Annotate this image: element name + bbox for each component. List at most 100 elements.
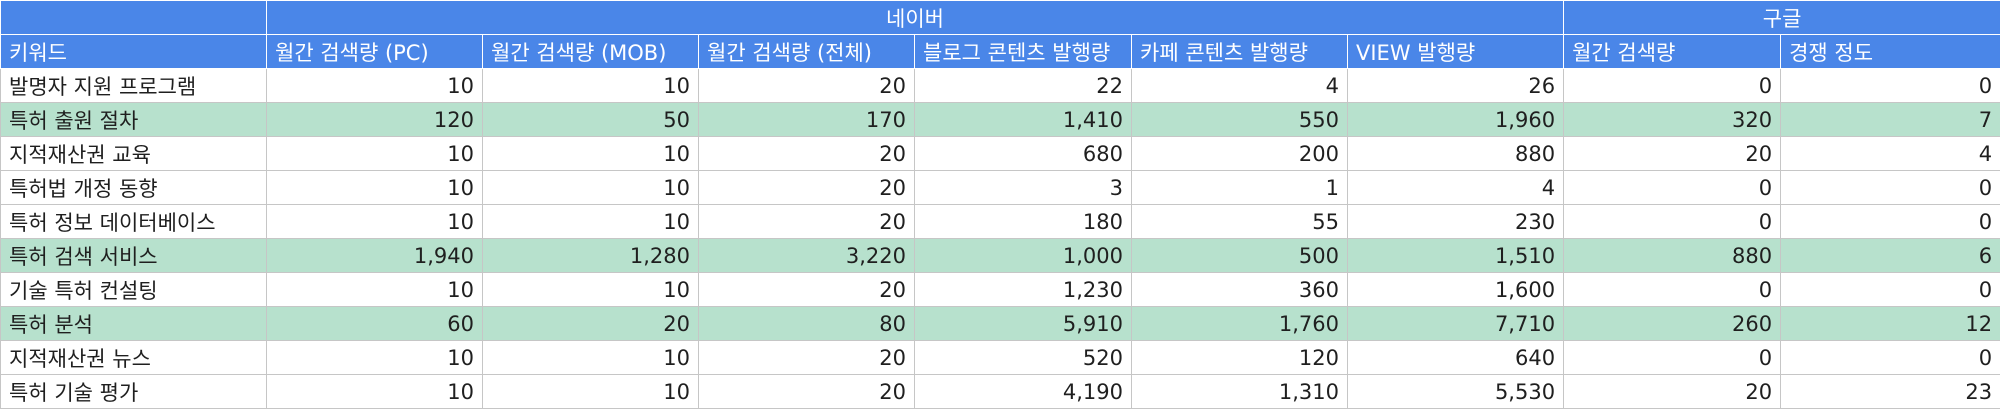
naver-mob-cell[interactable]: 20 xyxy=(482,306,699,341)
cafe-posts-cell[interactable]: 120 xyxy=(1131,340,1348,375)
google-volume-cell[interactable]: 0 xyxy=(1563,68,1782,103)
competition-cell[interactable]: 12 xyxy=(1780,306,2000,341)
naver-total-cell[interactable]: 20 xyxy=(698,272,915,307)
google-volume-cell[interactable]: 260 xyxy=(1563,306,1782,341)
competition-cell[interactable]: 0 xyxy=(1780,68,2000,103)
naver-total-cell[interactable]: 80 xyxy=(698,306,915,341)
view-posts-cell[interactable]: 4 xyxy=(1346,170,1565,205)
naver-pc-cell[interactable]: 10 xyxy=(266,204,483,239)
view-posts-cell[interactable]: 7,710 xyxy=(1346,306,1565,341)
naver-mob-cell[interactable]: 1,280 xyxy=(482,238,699,273)
view-posts-cell[interactable]: 640 xyxy=(1346,340,1565,375)
google-volume-cell[interactable]: 880 xyxy=(1563,238,1782,273)
google-volume-cell[interactable]: 20 xyxy=(1563,374,1782,409)
view-posts-cell[interactable]: 880 xyxy=(1346,136,1565,171)
blog-posts-cell[interactable]: 5,910 xyxy=(914,306,1132,341)
cafe-posts-cell[interactable]: 4 xyxy=(1131,68,1348,103)
column-header-naver-pc[interactable]: 월간 검색량 (PC) xyxy=(266,34,483,69)
naver-pc-cell[interactable]: 10 xyxy=(266,68,483,103)
view-posts-cell[interactable]: 26 xyxy=(1346,68,1565,103)
competition-cell[interactable]: 0 xyxy=(1780,204,2000,239)
column-header-competition[interactable]: 경쟁 정도 xyxy=(1780,34,2000,69)
cafe-posts-cell[interactable]: 500 xyxy=(1131,238,1348,273)
blog-posts-cell[interactable]: 22 xyxy=(914,68,1132,103)
group-header-google[interactable]: 구글 xyxy=(1563,0,2000,35)
naver-pc-cell[interactable]: 10 xyxy=(266,170,483,205)
competition-cell[interactable]: 0 xyxy=(1780,340,2000,375)
naver-total-cell[interactable]: 3,220 xyxy=(698,238,915,273)
naver-mob-cell[interactable]: 10 xyxy=(482,374,699,409)
google-volume-cell[interactable]: 20 xyxy=(1563,136,1782,171)
competition-cell[interactable]: 4 xyxy=(1780,136,2000,171)
cafe-posts-cell[interactable]: 360 xyxy=(1131,272,1348,307)
view-posts-cell[interactable]: 5,530 xyxy=(1346,374,1565,409)
competition-cell[interactable]: 7 xyxy=(1780,102,2000,137)
naver-pc-cell[interactable]: 1,940 xyxy=(266,238,483,273)
naver-mob-cell[interactable]: 10 xyxy=(482,204,699,239)
google-volume-cell[interactable]: 320 xyxy=(1563,102,1782,137)
column-header-blog-posts[interactable]: 블로그 콘텐츠 발행량 xyxy=(914,34,1132,69)
blog-posts-cell[interactable]: 4,190 xyxy=(914,374,1132,409)
naver-mob-cell[interactable]: 10 xyxy=(482,272,699,307)
google-volume-cell[interactable]: 0 xyxy=(1563,340,1782,375)
blog-posts-cell[interactable]: 1,230 xyxy=(914,272,1132,307)
view-posts-cell[interactable]: 1,510 xyxy=(1346,238,1565,273)
keyword-cell[interactable]: 특허법 개정 동향 xyxy=(0,170,267,205)
competition-cell[interactable]: 23 xyxy=(1780,374,2000,409)
keyword-cell[interactable]: 기술 특허 컨설팅 xyxy=(0,272,267,307)
column-header-google-volume[interactable]: 월간 검색량 xyxy=(1563,34,1782,69)
cafe-posts-cell[interactable]: 200 xyxy=(1131,136,1348,171)
cafe-posts-cell[interactable]: 1 xyxy=(1131,170,1348,205)
naver-total-cell[interactable]: 20 xyxy=(698,136,915,171)
naver-total-cell[interactable]: 20 xyxy=(698,340,915,375)
google-volume-cell[interactable]: 0 xyxy=(1563,204,1782,239)
competition-cell[interactable]: 0 xyxy=(1780,170,2000,205)
blog-posts-cell[interactable]: 180 xyxy=(914,204,1132,239)
blog-posts-cell[interactable]: 1,000 xyxy=(914,238,1132,273)
keyword-cell[interactable]: 지적재산권 교육 xyxy=(0,136,267,171)
keyword-cell[interactable]: 특허 기술 평가 xyxy=(0,374,267,409)
naver-mob-cell[interactable]: 10 xyxy=(482,340,699,375)
competition-cell[interactable]: 0 xyxy=(1780,272,2000,307)
naver-pc-cell[interactable]: 10 xyxy=(266,272,483,307)
naver-mob-cell[interactable]: 10 xyxy=(482,136,699,171)
blog-posts-cell[interactable]: 680 xyxy=(914,136,1132,171)
column-header-naver-total[interactable]: 월간 검색량 (전체) xyxy=(698,34,915,69)
keyword-cell[interactable]: 특허 분석 xyxy=(0,306,267,341)
keyword-cell[interactable]: 특허 정보 데이터베이스 xyxy=(0,204,267,239)
blog-posts-cell[interactable]: 3 xyxy=(914,170,1132,205)
view-posts-cell[interactable]: 230 xyxy=(1346,204,1565,239)
column-header-naver-mob[interactable]: 월간 검색량 (MOB) xyxy=(482,34,699,69)
column-header-keyword[interactable]: 키워드 xyxy=(0,34,267,69)
cafe-posts-cell[interactable]: 1,760 xyxy=(1131,306,1348,341)
naver-mob-cell[interactable]: 50 xyxy=(482,102,699,137)
cafe-posts-cell[interactable]: 550 xyxy=(1131,102,1348,137)
naver-total-cell[interactable]: 20 xyxy=(698,374,915,409)
keyword-cell[interactable]: 특허 출원 절차 xyxy=(0,102,267,137)
google-volume-cell[interactable]: 0 xyxy=(1563,170,1782,205)
naver-pc-cell[interactable]: 120 xyxy=(266,102,483,137)
naver-mob-cell[interactable]: 10 xyxy=(482,68,699,103)
google-volume-cell[interactable]: 0 xyxy=(1563,272,1782,307)
keyword-cell[interactable]: 특허 검색 서비스 xyxy=(0,238,267,273)
cafe-posts-cell[interactable]: 55 xyxy=(1131,204,1348,239)
naver-pc-cell[interactable]: 10 xyxy=(266,136,483,171)
cafe-posts-cell[interactable]: 1,310 xyxy=(1131,374,1348,409)
naver-mob-cell[interactable]: 10 xyxy=(482,170,699,205)
view-posts-cell[interactable]: 1,960 xyxy=(1346,102,1565,137)
naver-total-cell[interactable]: 20 xyxy=(698,68,915,103)
naver-total-cell[interactable]: 20 xyxy=(698,170,915,205)
column-header-cafe-posts[interactable]: 카페 콘텐츠 발행량 xyxy=(1131,34,1348,69)
blog-posts-cell[interactable]: 1,410 xyxy=(914,102,1132,137)
keyword-cell[interactable]: 발명자 지원 프로그램 xyxy=(0,68,267,103)
keyword-cell[interactable]: 지적재산권 뉴스 xyxy=(0,340,267,375)
group-header-blank[interactable] xyxy=(0,0,267,35)
group-header-naver[interactable]: 네이버 xyxy=(265,0,1565,35)
competition-cell[interactable]: 6 xyxy=(1780,238,2000,273)
naver-pc-cell[interactable]: 60 xyxy=(266,306,483,341)
naver-total-cell[interactable]: 20 xyxy=(698,204,915,239)
view-posts-cell[interactable]: 1,600 xyxy=(1346,272,1565,307)
blog-posts-cell[interactable]: 520 xyxy=(914,340,1132,375)
naver-pc-cell[interactable]: 10 xyxy=(266,374,483,409)
naver-total-cell[interactable]: 170 xyxy=(698,102,915,137)
